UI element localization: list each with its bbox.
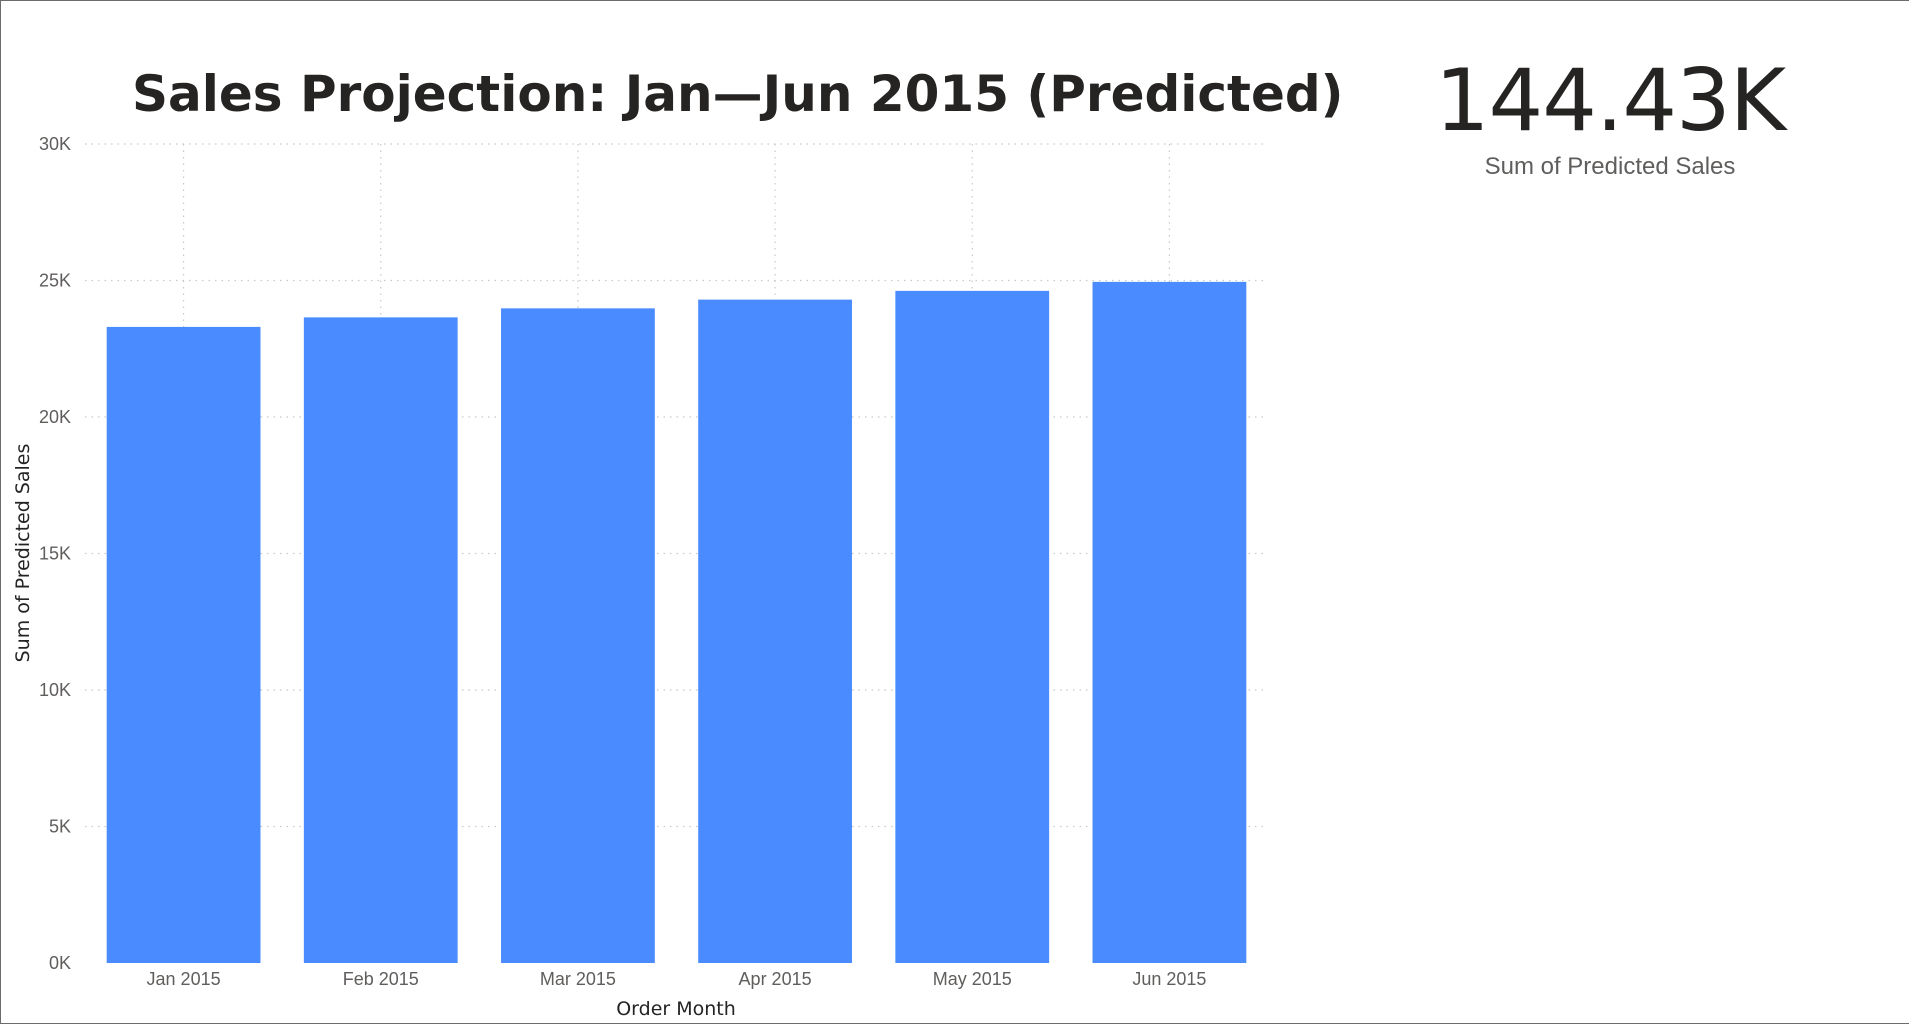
gridlines <box>85 143 1268 963</box>
y-axis-title: Sum of Predicted Sales <box>12 444 34 663</box>
bar-may-2015[interactable] <box>895 290 1050 963</box>
y-axis-ticks: 0K 5K 10K 15K 20K 25K 30K <box>39 134 71 973</box>
bar-jan-2015[interactable] <box>106 326 261 963</box>
x-tick-label: May 2015 <box>933 969 1012 989</box>
bar-feb-2015[interactable] <box>303 317 458 964</box>
kpi-card: 144.43K Sum of Predicted Sales <box>1360 52 1860 181</box>
bar-apr-2015[interactable] <box>698 299 852 963</box>
y-tick-label: 5K <box>49 817 71 837</box>
x-tick-label: Jun 2015 <box>1132 969 1206 989</box>
y-tick-label: 25K <box>39 271 71 291</box>
x-axis-title: Order Month <box>616 998 736 1020</box>
bar-mar-2015[interactable] <box>501 308 655 963</box>
x-tick-label: Mar 2015 <box>540 969 616 989</box>
y-tick-label: 20K <box>39 407 71 427</box>
chart-title: Sales Projection: Jan—Jun 2015 (Predicte… <box>132 65 1344 123</box>
x-tick-label: Apr 2015 <box>739 969 812 989</box>
x-tick-label: Jan 2015 <box>147 969 221 989</box>
y-tick-label: 0K <box>49 953 71 973</box>
bars <box>106 281 1247 964</box>
y-tick-label: 15K <box>39 544 71 564</box>
bar-jun-2015[interactable] <box>1092 281 1247 963</box>
x-axis-ticks: Jan 2015 Feb 2015 Mar 2015 Apr 2015 May 2015… <box>147 969 1207 989</box>
kpi-value: 144.43K <box>1434 51 1786 151</box>
kpi-label: Sum of Predicted Sales <box>1484 152 1736 180</box>
x-tick-label: Feb 2015 <box>343 969 419 989</box>
y-tick-label: 10K <box>39 680 71 700</box>
y-tick-label: 30K <box>39 134 71 154</box>
